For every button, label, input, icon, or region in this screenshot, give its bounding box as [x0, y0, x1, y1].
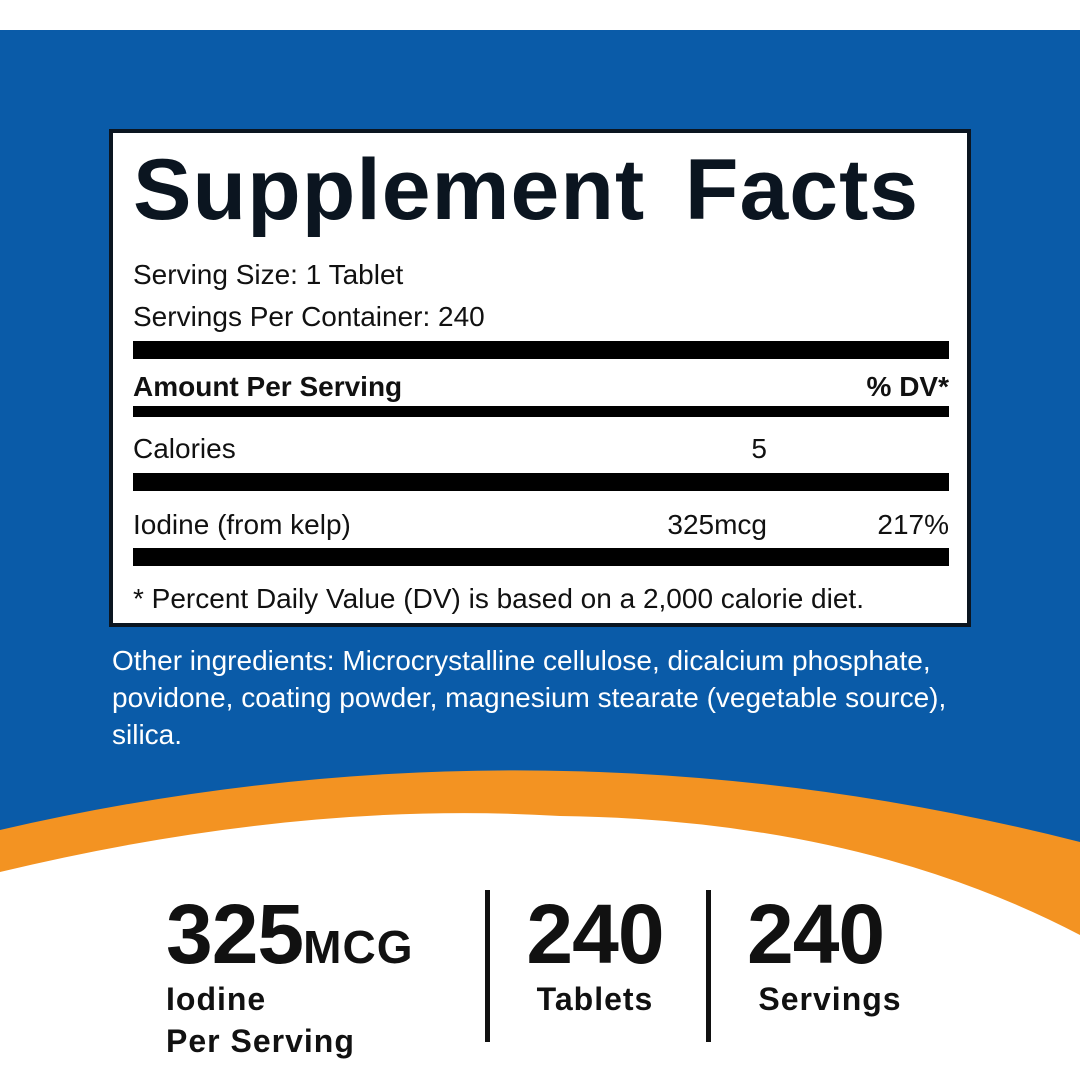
divider-bar	[133, 548, 949, 566]
row-name: Calories	[133, 433, 236, 464]
stat-tablets: 240 Tablets	[520, 892, 670, 1020]
row-name: Iodine (from kelp)	[133, 509, 351, 540]
stat-label: Tablets	[536, 981, 654, 1017]
stat-unit: MCG	[303, 921, 414, 973]
serving-size: Serving Size: 1 Tablet	[133, 259, 404, 290]
divider-bar	[133, 473, 949, 491]
divider-bar	[133, 341, 949, 359]
stat-value: 240	[526, 887, 664, 981]
divider-bar	[133, 406, 949, 417]
divider-line	[485, 890, 490, 1042]
dv-header: % DV*	[866, 371, 949, 402]
stat-iodine: 325MCG Iodine Per Serving	[166, 892, 413, 1062]
stat-label: Servings	[758, 981, 902, 1017]
stat-value: 240	[747, 887, 885, 981]
stat-label: Iodine	[166, 981, 267, 1017]
row-amount: 325mcg	[667, 509, 767, 540]
servings-per-container: Servings Per Container: 240	[133, 301, 485, 332]
stat-servings: 240 Servings	[745, 892, 915, 1020]
white-area	[0, 813, 1080, 1080]
amount-per-serving-header: Amount Per Serving	[133, 371, 403, 402]
supplement-facts-panel: Supplement Facts Serving Size: 1 Tablet …	[109, 129, 971, 627]
stat-value: 325	[166, 887, 304, 981]
stat-label: Per Serving	[166, 1023, 355, 1059]
other-ingredients: Other ingredients: Microcrystalline cell…	[112, 645, 947, 750]
footnote: * Percent Daily Value (DV) is based on a…	[133, 583, 864, 614]
row-amount: 5	[751, 433, 767, 464]
panel-title: Supplement Facts	[133, 142, 920, 238]
row-dv: 217%	[877, 509, 949, 540]
divider-line	[706, 890, 711, 1042]
